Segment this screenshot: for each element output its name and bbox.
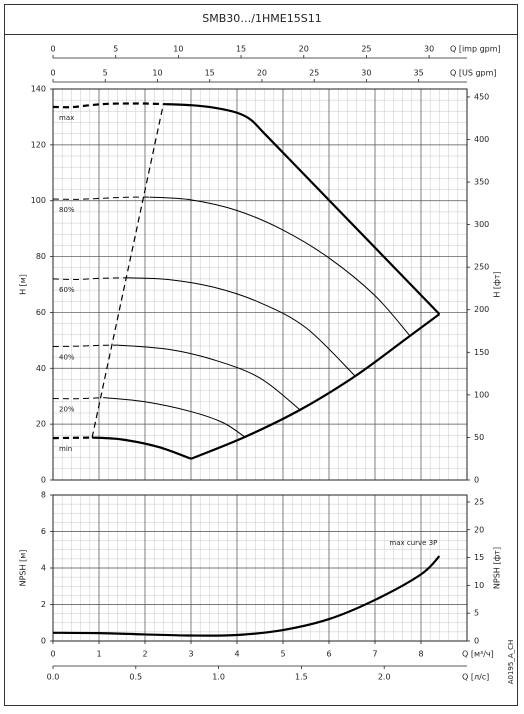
y-axis-label: NPSH [м] — [19, 550, 28, 587]
curve — [52, 555, 441, 637]
curve-label: min — [59, 445, 72, 453]
y-tick-label: 40 — [36, 364, 46, 373]
top-axis-tick-label: 25 — [309, 69, 319, 78]
top-axis-label: Q [US gpm] — [450, 69, 497, 78]
top-axis-tick-label: 5 — [113, 45, 118, 54]
x2-tick-label: 0.0 — [47, 673, 60, 682]
y2-tick-label: 15 — [474, 553, 484, 562]
top-axis-tick-label: 10 — [152, 69, 162, 78]
y2-tick-label: 300 — [474, 220, 489, 229]
y-tick-label: 100 — [31, 196, 46, 205]
y2-tick-label: 5 — [474, 609, 479, 618]
dashed-curve — [52, 277, 127, 280]
x-tick-label: 5 — [280, 650, 285, 659]
top-axis-tick-label: 20 — [299, 45, 309, 54]
curve — [163, 102, 441, 315]
y2-axis-label: NPSH [фт] — [493, 547, 502, 589]
y2-tick-label: 20 — [474, 525, 484, 534]
top-axis-tick-label: 15 — [205, 69, 215, 78]
x2-tick-label: 1.5 — [295, 673, 308, 682]
top-axis-label: Q [imp gpm] — [450, 45, 501, 54]
y2-tick-label: 50 — [474, 433, 484, 442]
outer-frame — [4, 4, 518, 706]
x-tick-label: 3 — [188, 650, 193, 659]
top-axis-tick-label: 20 — [257, 69, 267, 78]
curve — [149, 196, 411, 337]
top-axis-tick-label: 5 — [103, 69, 108, 78]
y-tick-label: 4 — [41, 564, 46, 573]
y-tick-label: 2 — [41, 600, 46, 609]
y-tick-label: 140 — [31, 85, 46, 94]
curve — [92, 436, 192, 460]
y-tick-label: 0 — [41, 476, 46, 485]
x-tick-label: 4 — [234, 650, 239, 659]
x2-tick-label: 0.5 — [129, 673, 142, 682]
top-axis-tick-label: 10 — [173, 45, 183, 54]
top-axis-tick-label: 30 — [424, 45, 434, 54]
curve-label: 40% — [59, 354, 75, 362]
x-tick-label: 2 — [142, 650, 147, 659]
y2-tick-label: 250 — [474, 263, 489, 272]
y-tick-label: 8 — [41, 491, 46, 500]
y-tick-label: 6 — [41, 527, 46, 536]
x-tick-label: 8 — [418, 650, 423, 659]
y2-tick-label: 10 — [474, 581, 484, 590]
x2-tick-label: 2.0 — [378, 673, 391, 682]
top-axis-tick-label: 0 — [50, 69, 55, 78]
x-tick-label: 7 — [372, 650, 377, 659]
y-tick-label: 120 — [31, 140, 46, 149]
y2-tick-label: 450 — [474, 92, 489, 101]
curve — [126, 277, 356, 377]
dashed-curve — [52, 196, 150, 200]
y2-tick-label: 150 — [474, 348, 489, 357]
curve — [117, 344, 301, 411]
curve-label: 80% — [59, 206, 75, 214]
curve — [103, 397, 246, 438]
y2-axis-label: H [фт] — [493, 271, 502, 297]
curve-label: max — [59, 114, 74, 122]
top-axis-tick-label: 25 — [361, 45, 371, 54]
top-axis-tick-label: 30 — [361, 69, 371, 78]
y-tick-label: 60 — [36, 308, 46, 317]
chart-title: SMB30…/1HME15S11 — [202, 12, 321, 25]
x-tick-label: 6 — [326, 650, 331, 659]
y2-tick-label: 350 — [474, 178, 489, 187]
annotation: A0195_A_CH — [507, 640, 515, 685]
y2-tick-label: 100 — [474, 390, 489, 399]
y2-tick-label: 0 — [474, 637, 479, 646]
y2-tick-label: 25 — [474, 497, 484, 506]
dashed-curve — [52, 344, 118, 348]
x-tick-label: 1 — [96, 650, 101, 659]
x2-axis-label: Q [л/с] — [462, 673, 489, 682]
y-tick-label: 20 — [36, 420, 46, 429]
x-axis-label: Q [м³/ч] — [462, 650, 494, 659]
dashed-curve — [52, 436, 93, 440]
y-tick-label: 80 — [36, 252, 46, 261]
curve-label: max curve 3P — [389, 539, 437, 547]
x2-tick-label: 1.0 — [212, 673, 225, 682]
y2-tick-label: 400 — [474, 135, 489, 144]
top-axis-tick-label: 35 — [414, 69, 424, 78]
dashed-curve — [52, 102, 164, 109]
top-axis-tick-label: 0 — [50, 45, 55, 54]
y-axis-label: H [м] — [19, 274, 28, 295]
dashed-curve — [91, 103, 164, 438]
x-tick-label: 0 — [50, 650, 55, 659]
curve-label: 20% — [59, 405, 75, 413]
dashed-curve — [52, 397, 104, 400]
plot-frame — [52, 88, 468, 481]
curve — [190, 313, 441, 460]
y-tick-label: 0 — [41, 637, 46, 646]
top-axis-tick-label: 15 — [236, 45, 246, 54]
y2-tick-label: 0 — [474, 476, 479, 485]
curve-label: 60% — [59, 286, 75, 294]
y2-tick-label: 200 — [474, 305, 489, 314]
